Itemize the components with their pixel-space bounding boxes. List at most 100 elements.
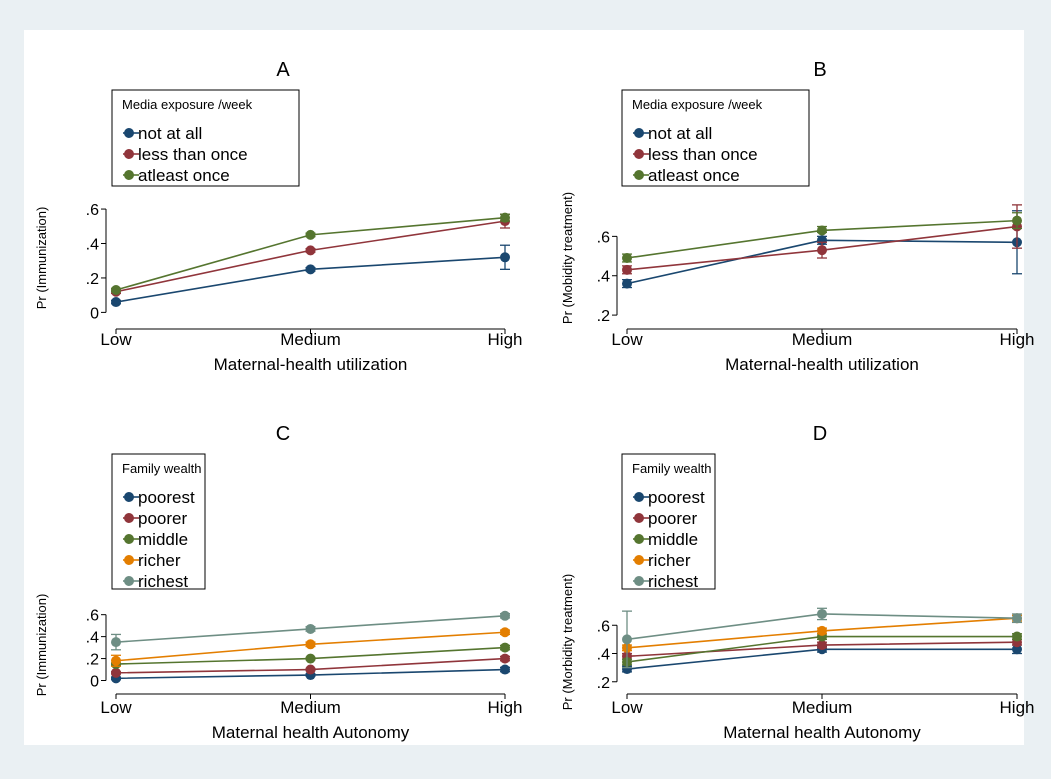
data-point xyxy=(500,664,510,675)
legend-title: Family wealth xyxy=(122,461,201,476)
series-atleast-once xyxy=(111,212,510,295)
y-tick-label: .2 xyxy=(597,675,610,692)
y-tick-label: .2 xyxy=(86,271,99,288)
legend-marker xyxy=(124,128,134,138)
y-axis-label: Pr (Morbidity treatment) xyxy=(560,574,575,711)
legend-entry: middle xyxy=(138,530,188,549)
panel-d: D .2 .4 .6 Pr (Morbidity treatment) Low Medium… xyxy=(560,423,1034,742)
panel-title: D xyxy=(813,423,827,445)
legend-entry: atleast once xyxy=(648,166,740,185)
legend-title: Media exposure /week xyxy=(632,97,763,112)
series-richest xyxy=(111,610,510,651)
data-point xyxy=(111,637,121,648)
data-point xyxy=(1012,644,1022,655)
x-tick-label: High xyxy=(1000,330,1035,349)
y-axis-label: Pr (Immunization) xyxy=(34,207,49,310)
legend-title: Family wealth xyxy=(632,461,711,476)
data-point xyxy=(305,639,316,650)
legend-entry: poorest xyxy=(648,488,705,507)
y-tick-label: .4 xyxy=(86,237,99,254)
panel-a: A 0 .2 .4 .6 Pr (Immunization) Low Medium High Ma… xyxy=(34,59,522,374)
legend-entry: not at all xyxy=(138,124,202,143)
legend-marker xyxy=(634,492,644,502)
y-tick-label: 0 xyxy=(90,305,99,322)
data-point xyxy=(1012,613,1022,624)
x-tick-label: Low xyxy=(100,698,132,717)
y-axis-label: Pr (Mobidity treatment) xyxy=(560,192,575,324)
data-point xyxy=(305,664,316,675)
legend-entry: poorer xyxy=(648,509,697,528)
panel-title: A xyxy=(276,59,290,81)
legend-entry: middle xyxy=(648,530,698,549)
legend-marker xyxy=(124,513,134,523)
panel-c: C 0 .2 .4 .6 Pr (Immunization) Low Medium High Ma… xyxy=(34,423,522,742)
series-richest xyxy=(622,607,1022,669)
legend-title: Media exposure /week xyxy=(122,97,253,112)
data-point xyxy=(622,264,632,275)
data-point xyxy=(500,627,510,638)
x-tick-label: High xyxy=(1000,698,1035,717)
data-point xyxy=(622,634,632,645)
data-point xyxy=(305,653,316,664)
data-point xyxy=(817,640,827,651)
x-tick-label: Low xyxy=(611,698,643,717)
data-point xyxy=(111,297,121,308)
legend-marker xyxy=(634,534,644,544)
legend-marker xyxy=(634,149,644,159)
data-point xyxy=(817,625,827,636)
data-point xyxy=(817,245,827,256)
x-tick-label: Medium xyxy=(280,330,340,349)
data-point xyxy=(622,278,632,289)
y-tick-label: .4 xyxy=(597,647,610,664)
x-tick-label: Low xyxy=(611,330,643,349)
legend-marker xyxy=(634,170,644,180)
panel-b: B .2 .4 .6 Pr (Mobidity treatment) Low Medium H… xyxy=(560,59,1034,374)
x-tick-label: Low xyxy=(100,330,132,349)
y-tick-label: .6 xyxy=(86,202,99,219)
series-richer xyxy=(111,627,510,667)
x-tick-label: Medium xyxy=(280,698,340,717)
data-point xyxy=(500,212,510,223)
data-point xyxy=(500,610,510,621)
panel-title: C xyxy=(276,423,290,445)
legend-entry: not at all xyxy=(648,124,712,143)
legend-entry: richest xyxy=(138,572,188,591)
y-tick-label: .6 xyxy=(597,618,610,635)
legend-entry: less than once xyxy=(648,145,758,164)
legend-marker xyxy=(124,555,134,565)
panel-title: B xyxy=(813,59,826,81)
y-tick-label: .4 xyxy=(86,630,99,647)
legend: Family wealth poorest poorer middle richer ri… xyxy=(111,453,206,591)
legend-entry: richer xyxy=(138,551,181,570)
data-point xyxy=(817,608,827,619)
x-axis-label: Maternal health Autonomy xyxy=(212,723,410,742)
legend-box xyxy=(621,89,810,187)
data-point xyxy=(111,667,121,678)
data-point xyxy=(305,245,316,256)
x-tick-label: High xyxy=(488,698,523,717)
y-axis-label: Pr (Immunization) xyxy=(34,594,49,697)
data-point xyxy=(111,285,121,295)
y-tick-label: 0 xyxy=(90,674,99,691)
x-tick-label: High xyxy=(488,330,523,349)
data-point xyxy=(111,655,121,666)
data-point xyxy=(622,664,632,675)
legend-marker xyxy=(634,513,644,523)
data-point xyxy=(1012,215,1022,226)
legend-marker xyxy=(634,128,644,138)
legend-entry: poorest xyxy=(138,488,195,507)
legend-marker xyxy=(124,534,134,544)
y-tick-label: .4 xyxy=(597,269,610,286)
data-point xyxy=(500,642,510,653)
y-tick-label: .6 xyxy=(86,608,99,625)
x-tick-label: Medium xyxy=(792,698,852,717)
series-not-at-all xyxy=(622,210,1022,289)
series-poorer xyxy=(111,653,510,678)
legend: Media exposure /week not at all less than … xyxy=(111,89,300,187)
series-atleast-once xyxy=(622,212,1022,264)
x-axis-label: Maternal health Autonomy xyxy=(723,723,921,742)
legend-entry: atleast once xyxy=(138,166,230,185)
data-point xyxy=(305,264,316,275)
